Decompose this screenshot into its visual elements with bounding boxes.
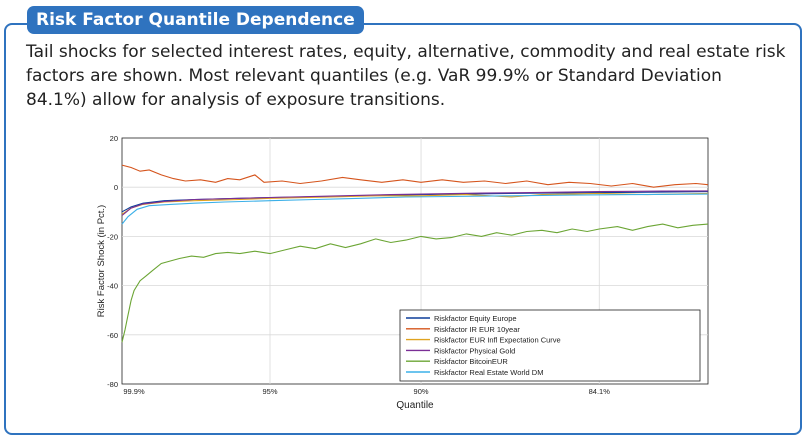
y-tick-label: -80 <box>107 380 118 389</box>
legend: Riskfactor Equity Europe Riskfactor IR EU… <box>399 309 701 382</box>
legend-label: Riskfactor Equity Europe <box>434 314 517 323</box>
series-line-4 <box>121 190 709 216</box>
y-tick-label: -20 <box>107 232 118 241</box>
y-tick-label: -40 <box>107 282 118 291</box>
series-line-6 <box>121 193 709 225</box>
legend-label: Riskfactor BitcoinEUR <box>434 357 508 366</box>
panel-description: Tail shocks for selected interest rates,… <box>26 42 786 110</box>
quantile-line-chart: 20 0 -20 -40 -60 -80 99.9% 95% 90% 84.1% Quantil… <box>96 134 709 411</box>
legend-box <box>399 309 701 382</box>
series-line-5 <box>121 223 709 343</box>
y-tick-label: 20 <box>110 134 118 143</box>
x-tick-label: 95% <box>263 387 278 396</box>
chart-container: 20 0 -20 -40 -60 -80 99.9% 95% 90% 84.1% Quantil… <box>92 130 722 418</box>
legend-label: Riskfactor IR EUR 10year <box>434 325 520 334</box>
y-axis-label: Risk Factor Shock (in Pct.) <box>96 205 107 317</box>
legend-label: Riskfactor EUR Infl Expectation Curve <box>434 336 561 345</box>
x-tick-label: 99.9% <box>123 387 145 396</box>
x-tick-label: 84.1% <box>589 387 611 396</box>
series-line-2 <box>121 164 709 188</box>
panel-title: Risk Factor Quantile Dependence <box>27 6 364 34</box>
y-tick-label: 0 <box>114 183 118 192</box>
legend-label: Riskfactor Physical Gold <box>434 346 515 355</box>
x-tick-label: 90% <box>414 387 429 396</box>
y-tick-label: -60 <box>107 331 118 340</box>
y-tick-labels: 20 0 -20 -40 -60 -80 <box>107 134 118 389</box>
series-lines <box>121 164 709 343</box>
x-axis-label: Quantile <box>396 400 434 411</box>
legend-items: Riskfactor Equity Europe Riskfactor IR EU… <box>406 314 561 377</box>
x-tick-labels: 99.9% 95% 90% 84.1% <box>123 387 610 396</box>
legend-label: Riskfactor Real Estate World DM <box>434 368 543 377</box>
